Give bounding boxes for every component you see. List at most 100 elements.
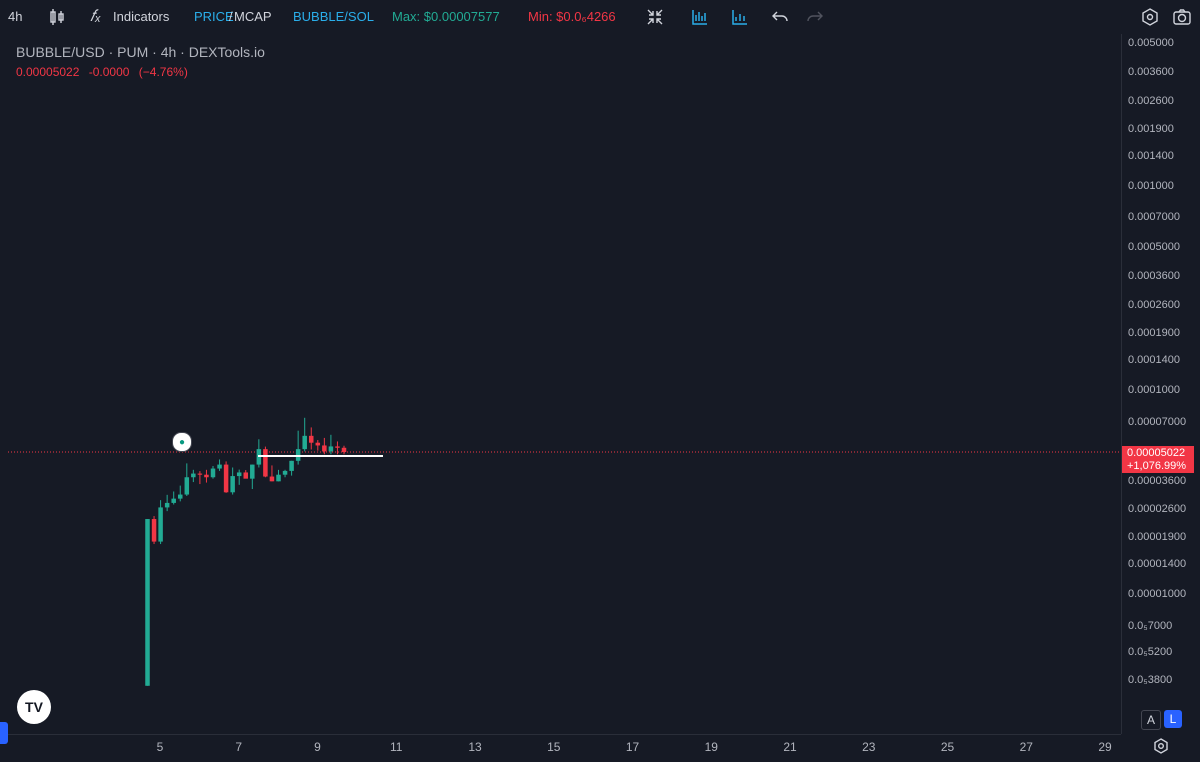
price-tick: 0.0007000	[1128, 211, 1180, 224]
date-tick: 23	[862, 740, 876, 754]
candle	[282, 469, 288, 478]
candle	[322, 437, 327, 455]
price-tick: 0.005000	[1128, 37, 1174, 49]
candle-body	[230, 476, 235, 493]
price-toggle[interactable]: PRICE	[194, 9, 234, 24]
ohlc-legend: 0.00005022 -0.0000 (−4.76%)	[16, 65, 194, 79]
redo-icon[interactable]	[806, 8, 824, 26]
price-tick: 0.00002600	[1128, 503, 1187, 516]
function-icon[interactable]: 𝑓ₓ	[90, 8, 102, 25]
price-tick: 0.0₅7000	[1128, 619, 1173, 632]
price-tick: 0.0001400	[1128, 354, 1180, 367]
candle	[191, 469, 196, 483]
date-tick: 21	[783, 740, 797, 754]
settings-icon[interactable]	[1141, 8, 1159, 26]
date-tick: 25	[940, 740, 955, 754]
date-tick: 17	[625, 740, 640, 754]
candle-body	[302, 435, 307, 450]
tradingview-logo[interactable]: TV	[17, 690, 51, 724]
candle-body	[236, 472, 242, 477]
candle-body	[309, 435, 314, 443]
last-price-change: +1,076.99%	[1127, 460, 1187, 472]
date-tick: 15	[547, 740, 561, 754]
candle	[328, 434, 334, 455]
sidebar-toggle[interactable]	[0, 722, 8, 744]
change-value: -0.0000	[88, 65, 130, 79]
candle-body	[164, 502, 170, 508]
mcap-toggle[interactable]: MCAP	[234, 9, 272, 24]
candle	[243, 470, 248, 479]
price-tick: 0.00001900	[1128, 531, 1187, 544]
chart-type-icon[interactable]	[691, 8, 709, 26]
max-price-label: Max: $0.00007577	[392, 9, 500, 24]
candle-body	[335, 446, 340, 448]
date-tick: 7	[235, 740, 243, 754]
price-tick: 0.00001400	[1128, 558, 1187, 571]
price-tick: 0.0003600	[1128, 270, 1180, 283]
candle	[171, 491, 176, 505]
candle	[256, 439, 262, 468]
auto-scale-button[interactable]: A	[1141, 710, 1161, 730]
candle	[309, 427, 314, 450]
fullscreen-icon[interactable]	[646, 8, 664, 26]
candle-body	[295, 449, 301, 461]
camera-icon[interactable]	[1173, 8, 1191, 26]
undo-icon[interactable]	[771, 8, 789, 26]
candle	[315, 440, 321, 451]
indicators-button[interactable]: Indicators	[113, 9, 170, 24]
candle	[164, 494, 170, 512]
candle	[230, 467, 235, 495]
candle-body	[269, 476, 275, 482]
price-axis[interactable]: 0.005000 0.003600 0.002600 0.001900 0.001400…	[1121, 34, 1200, 734]
price-tick: 0.001900	[1128, 122, 1174, 135]
chart-pane[interactable]	[0, 34, 1121, 734]
date-tick: 9	[314, 740, 321, 754]
pair-switch[interactable]: BUBBLE/SOL	[293, 9, 374, 24]
price-tick: 0.00001000	[1128, 588, 1187, 601]
candle	[145, 519, 150, 686]
candle-body	[197, 473, 203, 475]
price-tick: 0.0001000	[1128, 383, 1180, 396]
candle-body	[250, 464, 255, 479]
last-price-value: 0.00005022	[1127, 447, 1186, 459]
top-toolbar: 4h 𝑓ₓ Indicators PRICE / MCAP BUBBLE/SOL…	[0, 0, 1200, 34]
date-tick: 19	[704, 740, 718, 754]
candle-body	[178, 494, 183, 499]
candle-body	[204, 474, 209, 478]
price-tick: 0.0₅5200	[1128, 646, 1173, 659]
candle-body	[322, 445, 327, 452]
candle	[341, 445, 347, 455]
candle-body	[328, 446, 334, 452]
price-tick: 0.001400	[1128, 149, 1174, 162]
time-axis[interactable]: 5 7 9 11 13 15 17 19 21 23 25 27 29	[0, 734, 1121, 762]
candle-body	[263, 449, 268, 477]
price-tick: 0.0005000	[1128, 241, 1180, 254]
min-price-label: Min: $0.0₆4266	[528, 9, 616, 24]
gear-icon[interactable]	[1152, 737, 1170, 755]
compare-icon[interactable]	[731, 8, 749, 26]
date-tick: 5	[156, 740, 164, 754]
date-tick: 27	[1019, 740, 1033, 754]
candle-body	[171, 498, 176, 503]
log-scale-button[interactable]: L	[1164, 710, 1182, 728]
close-value: 0.00005022	[16, 65, 80, 79]
last-price-tag: 0.00005022 +1,076.99%	[1122, 446, 1194, 473]
date-tick: 11	[390, 740, 403, 754]
candle-body	[151, 519, 157, 542]
candle-body	[210, 468, 216, 478]
price-tick: 0.002600	[1128, 94, 1174, 107]
interval-selector[interactable]: 4h	[8, 9, 23, 24]
candles-icon[interactable]	[48, 8, 66, 26]
change-percent: (−4.76%)	[138, 65, 188, 79]
pill-marker-icon[interactable]: ●	[172, 432, 192, 452]
price-tick: 0.0002600	[1128, 299, 1180, 312]
candle-body	[315, 442, 321, 446]
candle-body	[158, 507, 163, 542]
candle	[335, 441, 340, 455]
candle	[204, 469, 209, 483]
candle	[250, 464, 255, 490]
candlestick-chart[interactable]	[0, 34, 1121, 734]
date-tick: 13	[468, 740, 482, 754]
price-tick: 0.001000	[1128, 179, 1174, 192]
candle	[289, 460, 294, 476]
